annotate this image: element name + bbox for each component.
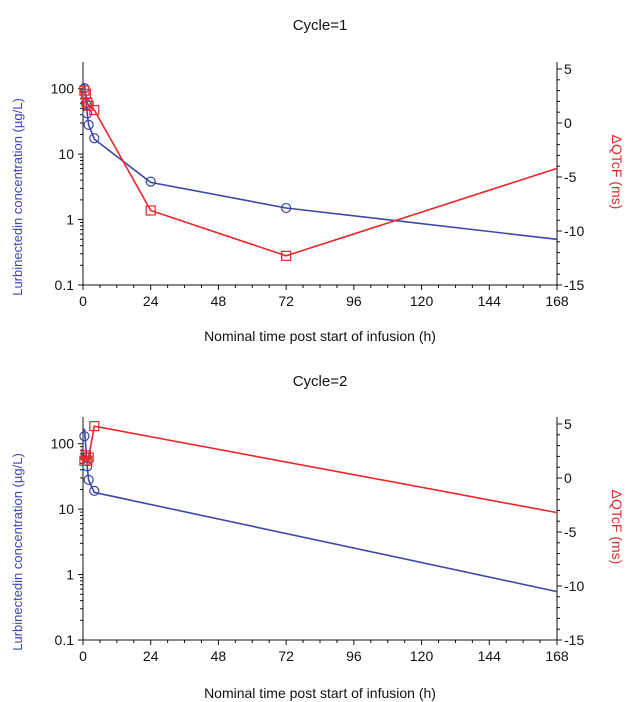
- x-tick-label: 144: [478, 293, 502, 309]
- x-tick-label: 48: [211, 293, 227, 309]
- y-axis-left-label: Lurbinectedin concentration (µg/L): [10, 98, 25, 296]
- data-point-circle: [83, 119, 94, 130]
- y-left-tick-label: 10: [58, 501, 74, 517]
- y-right-tick-label: -10: [564, 223, 584, 239]
- y-left-tick-label: 1: [66, 212, 74, 228]
- x-tick-label: 144: [478, 648, 502, 664]
- series-line-left: [83, 428, 558, 593]
- y-left-tick-label: 100: [51, 436, 75, 452]
- chart-title: Cycle=2: [293, 373, 348, 390]
- x-tick-label: 120: [410, 648, 434, 664]
- data-point-circle: [145, 176, 156, 187]
- data-point-square: [82, 455, 93, 466]
- y-right-tick-label: 5: [564, 61, 572, 77]
- y-left-tick-label: 0.1: [55, 632, 75, 648]
- y-right-tick-label: 0: [564, 470, 572, 486]
- x-axis-label: Nominal time post start of infusion (h): [204, 685, 436, 701]
- data-point-circle: [82, 108, 93, 119]
- data-point-circle: [83, 474, 94, 485]
- x-tick-label: 168: [545, 293, 569, 309]
- data-point-square: [82, 97, 93, 108]
- y-left-tick-label: 0.1: [55, 277, 75, 293]
- x-tick-label: 0: [79, 648, 87, 664]
- data-point-square: [89, 421, 100, 432]
- chart-panel-2: [78, 417, 562, 645]
- x-tick-label: 96: [346, 293, 362, 309]
- data-point-square: [79, 85, 90, 96]
- y-axis-right-label: ΔQTcF (ms): [609, 490, 625, 565]
- x-axis-label: Nominal time post start of infusion (h): [204, 328, 436, 344]
- series-line-left: [83, 83, 558, 241]
- data-point-circle: [281, 202, 292, 214]
- data-point-square: [89, 104, 100, 116]
- y-axis-left-label: Lurbinectedin concentration (µg/L): [10, 453, 25, 651]
- chart-panel-1: [78, 62, 562, 290]
- data-point-square: [80, 450, 91, 461]
- y-left-tick-label: 10: [58, 146, 74, 162]
- x-tick-label: 96: [346, 648, 362, 664]
- series-line-right: [83, 425, 558, 514]
- x-tick-label: 72: [278, 648, 294, 664]
- data-point-circle: [89, 133, 100, 144]
- x-tick-label: 72: [278, 293, 294, 309]
- data-point-square: [281, 250, 292, 261]
- x-tick-label: 24: [143, 648, 159, 664]
- y-right-tick-label: 5: [564, 416, 572, 432]
- y-right-tick-label: 0: [564, 115, 572, 131]
- x-tick-label: 120: [410, 293, 434, 309]
- x-tick-label: 48: [211, 648, 227, 664]
- chart-title: Cycle=1: [293, 17, 348, 34]
- y-right-tick-label: -15: [564, 277, 584, 293]
- y-right-tick-label: -5: [564, 524, 577, 540]
- data-point-square: [145, 205, 156, 216]
- y-left-tick-label: 1: [66, 567, 74, 583]
- x-tick-label: 0: [79, 293, 87, 309]
- y-right-tick-label: -10: [564, 578, 584, 594]
- data-point-circle: [89, 485, 100, 496]
- y-right-tick-label: -5: [564, 169, 577, 185]
- data-point-square: [83, 452, 94, 463]
- x-tick-label: 24: [143, 293, 159, 309]
- y-left-tick-label: 100: [51, 81, 75, 97]
- y-axis-right-label: ΔQTcF (ms): [609, 135, 625, 210]
- data-point-circle: [79, 431, 90, 442]
- x-tick-label: 168: [545, 648, 569, 664]
- y-right-tick-label: -15: [564, 632, 584, 648]
